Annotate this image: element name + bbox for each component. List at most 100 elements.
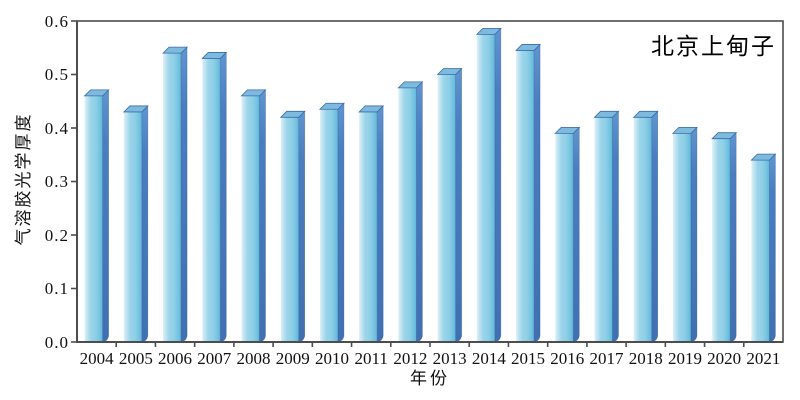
bar-front (594, 117, 613, 342)
y-tick-label: 0.0 (44, 332, 69, 352)
bar-top (593, 110, 620, 118)
x-tick-label: 2015 (511, 349, 546, 368)
bar-front (202, 58, 221, 342)
bar-side (494, 27, 502, 343)
bar-side (102, 89, 109, 343)
x-tick-label: 2017 (589, 349, 624, 368)
x-axis-label: 年份 (410, 369, 450, 388)
bar-top (240, 89, 267, 97)
x-tick-label: 2014 (471, 349, 506, 368)
bar-side (219, 51, 227, 343)
bar-front (555, 133, 574, 342)
bar-top (122, 105, 149, 113)
bar-front (633, 117, 652, 342)
bar-top (515, 44, 542, 51)
x-tick-label: 2005 (118, 349, 153, 368)
bar-2014 (475, 27, 502, 343)
x-tick-label: 2011 (354, 349, 388, 368)
bar-side (376, 105, 384, 343)
bar-side (259, 89, 266, 343)
bar-side (455, 67, 462, 343)
bar-2006 (162, 46, 189, 343)
bar-2021 (750, 153, 777, 343)
x-tick-label: 2013 (432, 349, 467, 368)
bar-top (711, 132, 738, 140)
bar-2018 (632, 110, 659, 343)
bar-front (672, 133, 691, 342)
bar-front (516, 50, 535, 343)
x-tick-label: 2019 (667, 349, 702, 368)
x-tick-label: 2012 (393, 349, 428, 368)
bar-side (690, 126, 698, 343)
bar-front (359, 111, 378, 342)
bar-top (671, 126, 698, 134)
bar-front (751, 160, 770, 342)
bar-2013 (436, 67, 463, 343)
bar-front (280, 117, 299, 342)
bar-2016 (554, 126, 581, 343)
y-tick-label: 0.3 (44, 172, 69, 191)
bar-side (180, 46, 188, 343)
bar-2019 (671, 126, 698, 343)
bar-front (319, 109, 338, 343)
y-tick-label: 0.2 (44, 225, 69, 245)
bar-front (398, 87, 417, 342)
bar-top (201, 52, 228, 59)
bar-side (337, 102, 345, 343)
bar-2008 (240, 89, 267, 343)
bar-top (436, 68, 463, 75)
bar-top (475, 27, 502, 35)
bar-2010 (318, 102, 345, 343)
y-tick-label: 0.1 (44, 279, 69, 298)
bar-2005 (122, 105, 149, 343)
bar-top (162, 46, 189, 54)
x-tick-label: 2007 (197, 349, 232, 368)
y-tick-label: 0.4 (44, 118, 69, 138)
bar-side (298, 110, 306, 343)
bar-side (651, 110, 659, 343)
bar-top (397, 81, 424, 89)
bar-2020 (711, 131, 738, 343)
x-tick-label: 2006 (158, 349, 193, 368)
bar-top (554, 126, 581, 134)
x-tick-label: 2016 (550, 349, 585, 368)
bar-side (729, 131, 737, 343)
bar-front (712, 138, 731, 342)
bar-side (533, 43, 541, 343)
bar-front (163, 53, 182, 342)
chart-title: 北京上甸子 (651, 33, 776, 59)
bar-2015 (515, 43, 542, 343)
bar-2017 (593, 110, 620, 343)
bar-top (318, 102, 345, 110)
bar-2007 (201, 51, 228, 343)
bar-top (632, 110, 659, 118)
x-tick-label: 2004 (79, 349, 114, 368)
x-tick-label: 2021 (746, 349, 781, 368)
bar-front (476, 34, 495, 342)
bar-front (437, 74, 456, 342)
y-tick-label: 0.6 (44, 11, 69, 31)
x-tick-label: 2008 (236, 349, 271, 368)
y-tick-label: 0.5 (44, 65, 69, 84)
bar-2012 (397, 81, 424, 343)
bar-2009 (279, 110, 306, 343)
x-tick-label: 2010 (314, 349, 349, 368)
bar-top (83, 89, 110, 97)
x-tick-label: 2009 (275, 349, 310, 368)
bar-front (123, 111, 142, 342)
x-tick-label: 2018 (628, 349, 663, 368)
bar-top (279, 110, 306, 118)
bar-side (416, 81, 423, 343)
bar-front (241, 95, 260, 343)
bar-side (612, 110, 619, 343)
bar-top (358, 105, 385, 113)
bar-2011 (358, 105, 385, 343)
bar-2004 (83, 89, 110, 343)
bar-side (141, 105, 149, 343)
bar-side (572, 126, 580, 343)
bar-side (769, 153, 776, 343)
bar-front (84, 95, 103, 343)
x-tick-label: 2020 (707, 349, 742, 368)
